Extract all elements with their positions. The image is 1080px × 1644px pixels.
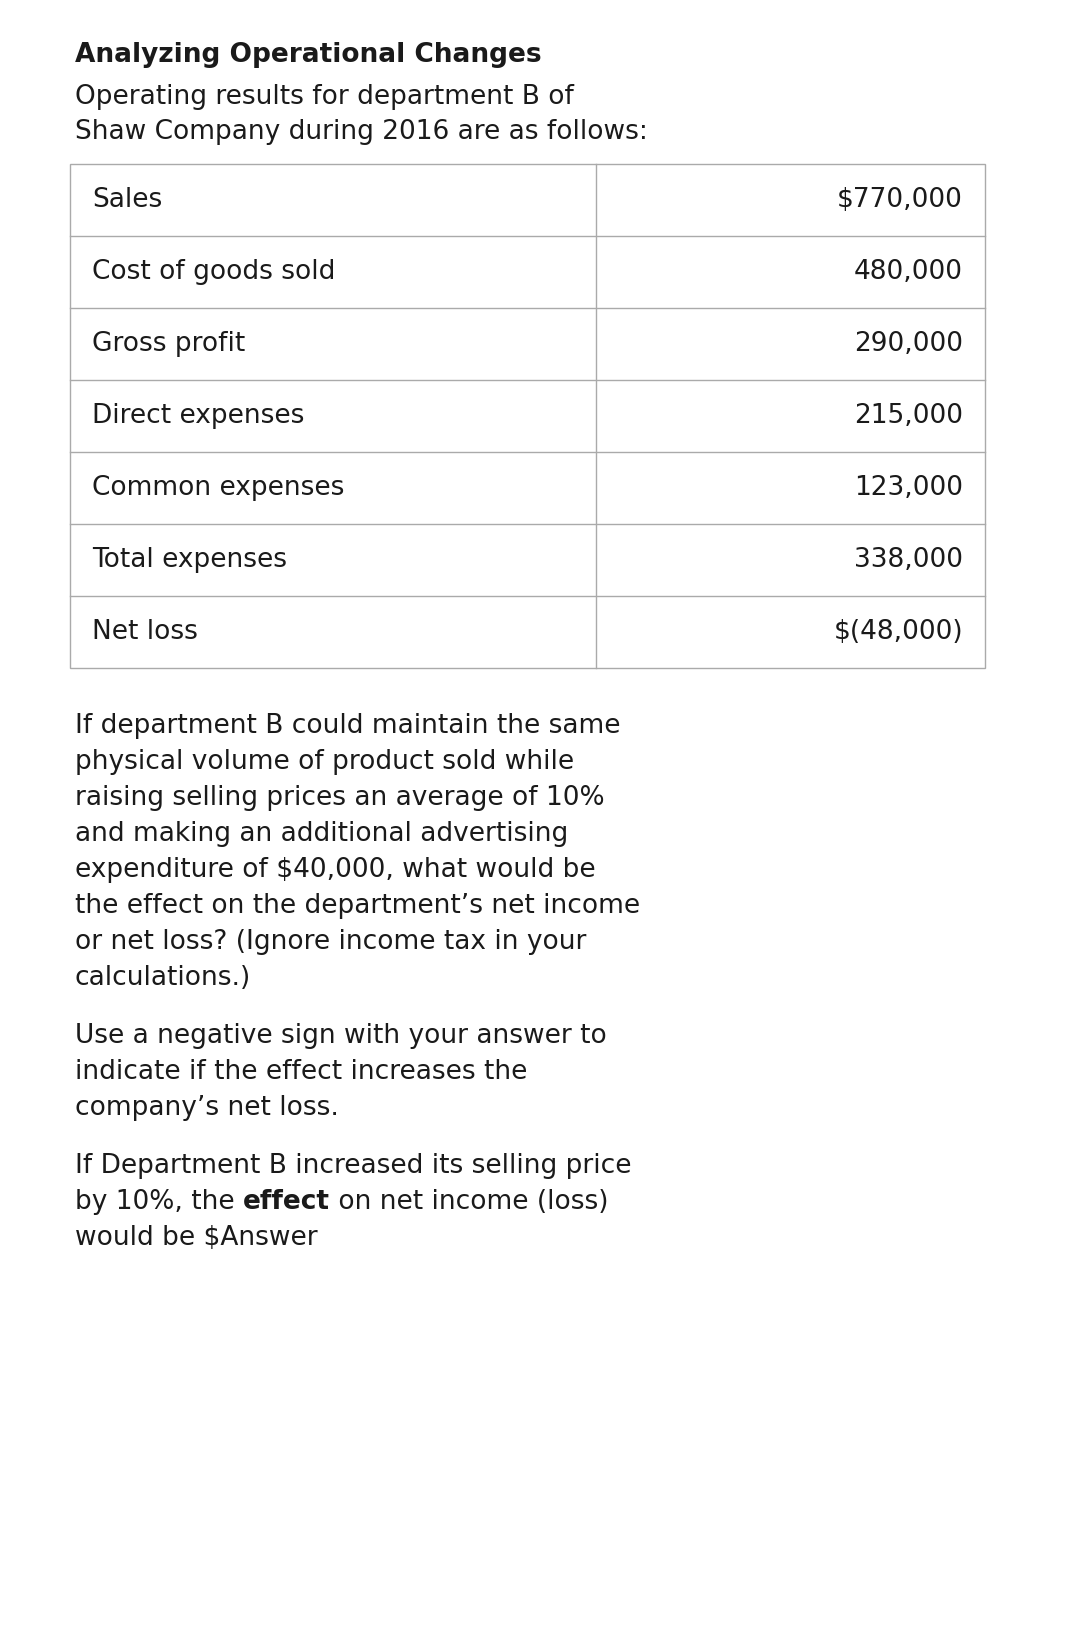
Text: calculations.): calculations.) bbox=[75, 965, 252, 991]
Text: Gross profit: Gross profit bbox=[92, 330, 245, 357]
Text: or net loss? (Ignore income tax in your: or net loss? (Ignore income tax in your bbox=[75, 929, 586, 955]
Text: the effect on the department’s net income: the effect on the department’s net incom… bbox=[75, 893, 640, 919]
Text: 123,000: 123,000 bbox=[854, 475, 963, 501]
Text: 290,000: 290,000 bbox=[854, 330, 963, 357]
Text: 338,000: 338,000 bbox=[854, 547, 963, 574]
Text: Sales: Sales bbox=[92, 187, 162, 214]
Text: 215,000: 215,000 bbox=[854, 403, 963, 429]
Text: on net income (loss): on net income (loss) bbox=[330, 1189, 608, 1215]
Text: Use a negative sign with your answer to: Use a negative sign with your answer to bbox=[75, 1023, 607, 1049]
Text: indicate if the effect increases the: indicate if the effect increases the bbox=[75, 1059, 527, 1085]
Bar bbox=[70, 164, 985, 667]
Text: Operating results for department B of: Operating results for department B of bbox=[75, 84, 573, 110]
Text: Analyzing Operational Changes: Analyzing Operational Changes bbox=[75, 43, 542, 67]
Text: Shaw Company during 2016 are as follows:: Shaw Company during 2016 are as follows: bbox=[75, 118, 648, 145]
Text: Net loss: Net loss bbox=[92, 620, 198, 644]
Text: and making an additional advertising: and making an additional advertising bbox=[75, 820, 568, 847]
Text: Total expenses: Total expenses bbox=[92, 547, 287, 574]
Text: raising selling prices an average of 10%: raising selling prices an average of 10% bbox=[75, 784, 605, 810]
Text: $770,000: $770,000 bbox=[837, 187, 963, 214]
Text: Cost of goods sold: Cost of goods sold bbox=[92, 260, 336, 284]
Text: company’s net loss.: company’s net loss. bbox=[75, 1095, 339, 1121]
Text: would be $Answer: would be $Answer bbox=[75, 1225, 318, 1251]
Text: If department B could maintain the same: If department B could maintain the same bbox=[75, 713, 621, 740]
Text: effect: effect bbox=[243, 1189, 330, 1215]
Text: expenditure of $40,000, what would be: expenditure of $40,000, what would be bbox=[75, 857, 596, 883]
Text: $(48,000): $(48,000) bbox=[834, 620, 963, 644]
Text: Common expenses: Common expenses bbox=[92, 475, 345, 501]
Text: 480,000: 480,000 bbox=[854, 260, 963, 284]
Text: Direct expenses: Direct expenses bbox=[92, 403, 305, 429]
Text: If Department B increased its selling price: If Department B increased its selling pr… bbox=[75, 1152, 632, 1179]
Text: by 10%, the: by 10%, the bbox=[75, 1189, 243, 1215]
Text: physical volume of product sold while: physical volume of product sold while bbox=[75, 750, 575, 774]
